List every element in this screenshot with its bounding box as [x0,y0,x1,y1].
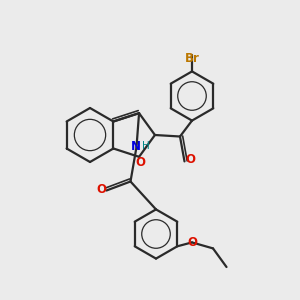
Text: H: H [142,141,150,152]
Text: N: N [131,140,141,153]
Text: O: O [185,153,195,167]
Text: Br: Br [185,52,200,65]
Text: O: O [188,236,198,249]
Text: O: O [135,156,145,169]
Text: O: O [96,183,106,196]
